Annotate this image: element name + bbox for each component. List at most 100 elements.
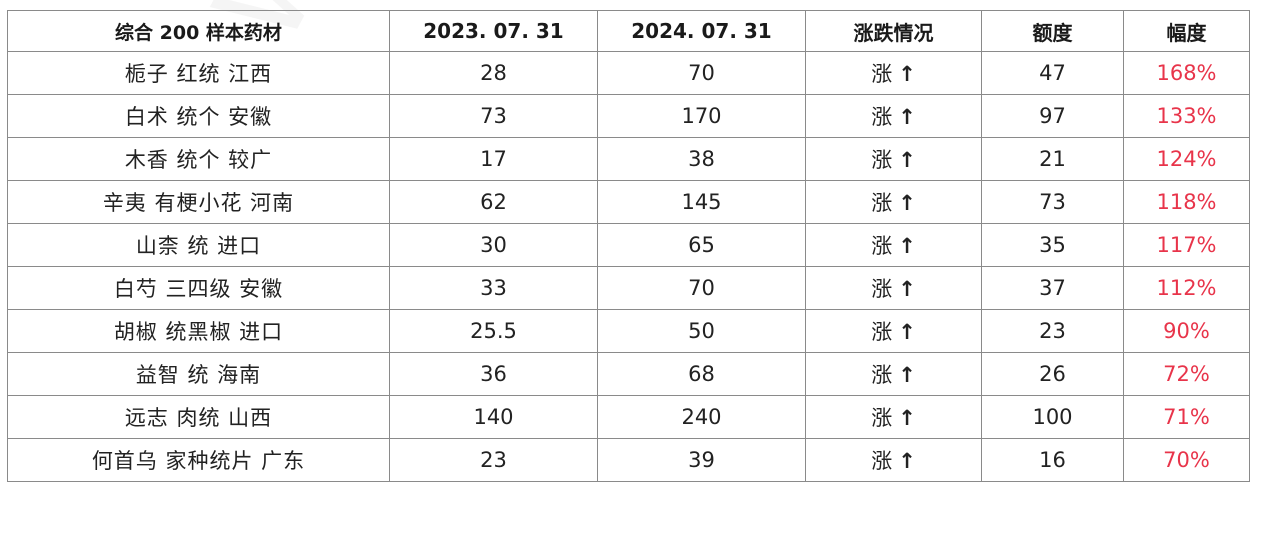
table-body: 栀子 红统 江西 28 70 涨 ↑ 47 168% 白术 统个 安徽 73 170 涨 ↑ 97 133…: [7, 51, 1250, 482]
herb-name-cell: 远志 肉统 山西: [7, 395, 390, 439]
percent-cell: 117%: [1123, 223, 1250, 267]
percent-cell: 133%: [1123, 94, 1250, 138]
arrow-up-icon: ↑: [898, 363, 916, 387]
amount-cell: 37: [981, 266, 1124, 310]
amount-cell: 21: [981, 137, 1124, 181]
price-2023-cell: 62: [389, 180, 598, 224]
header-date-2023: 2023. 07. 31: [389, 10, 598, 52]
trend-cell: 涨 ↑: [805, 51, 982, 95]
herb-name-cell: 白术 统个 安徽: [7, 94, 390, 138]
arrow-up-icon: ↑: [898, 406, 916, 430]
percent-cell: 124%: [1123, 137, 1250, 181]
price-2023-cell: 30: [389, 223, 598, 267]
table-row: 白术 统个 安徽 73 170 涨 ↑ 97 133%: [7, 94, 1250, 138]
trend-cell: 涨 ↑: [805, 309, 982, 353]
amount-cell: 47: [981, 51, 1124, 95]
price-2024-cell: 50: [597, 309, 806, 353]
price-change-table: 综合 200 样本药材 2023. 07. 31 2024. 07. 31 涨跌…: [7, 10, 1250, 482]
trend-label: 涨: [871, 406, 893, 430]
price-2023-cell: 140: [389, 395, 598, 439]
trend-cell: 涨 ↑: [805, 180, 982, 224]
amount-cell: 73: [981, 180, 1124, 224]
arrow-up-icon: ↑: [898, 62, 916, 86]
percent-cell: 71%: [1123, 395, 1250, 439]
herb-name-cell: 何首乌 家种统片 广东: [7, 438, 390, 482]
price-2023-cell: 23: [389, 438, 598, 482]
arrow-up-icon: ↑: [898, 449, 916, 473]
amount-cell: 16: [981, 438, 1124, 482]
price-2024-cell: 39: [597, 438, 806, 482]
price-2023-cell: 33: [389, 266, 598, 310]
percent-cell: 112%: [1123, 266, 1250, 310]
percent-cell: 72%: [1123, 352, 1250, 396]
price-2024-cell: 70: [597, 51, 806, 95]
herb-name-cell: 益智 统 海南: [7, 352, 390, 396]
herb-name-cell: 辛夷 有梗小花 河南: [7, 180, 390, 224]
arrow-up-icon: ↑: [898, 105, 916, 129]
header-sample-herbs: 综合 200 样本药材: [7, 10, 390, 52]
header-trend: 涨跌情况: [805, 10, 982, 52]
herb-name-cell: 栀子 红统 江西: [7, 51, 390, 95]
amount-cell: 35: [981, 223, 1124, 267]
herb-name-cell: 胡椒 统黑椒 进口: [7, 309, 390, 353]
arrow-up-icon: ↑: [898, 234, 916, 258]
price-2024-cell: 240: [597, 395, 806, 439]
amount-cell: 26: [981, 352, 1124, 396]
price-2023-cell: 25.5: [389, 309, 598, 353]
table-row: 胡椒 统黑椒 进口 25.5 50 涨 ↑ 23 90%: [7, 309, 1250, 353]
table-header: 综合 200 样本药材 2023. 07. 31 2024. 07. 31 涨跌…: [7, 10, 1250, 52]
header-date-2024: 2024. 07. 31: [597, 10, 806, 52]
table-row: 益智 统 海南 36 68 涨 ↑ 26 72%: [7, 352, 1250, 396]
arrow-up-icon: ↑: [898, 277, 916, 301]
trend-cell: 涨 ↑: [805, 352, 982, 396]
price-2023-cell: 73: [389, 94, 598, 138]
trend-label: 涨: [871, 277, 893, 301]
trend-cell: 涨 ↑: [805, 395, 982, 439]
trend-label: 涨: [871, 105, 893, 129]
trend-label: 涨: [871, 191, 893, 215]
herb-name-cell: 木香 统个 较广: [7, 137, 390, 181]
table-row: 白芍 三四级 安徽 33 70 涨 ↑ 37 112%: [7, 266, 1250, 310]
percent-cell: 70%: [1123, 438, 1250, 482]
price-table-container: 综合 200 样本药材 2023. 07. 31 2024. 07. 31 涨跌…: [7, 10, 1250, 482]
price-2024-cell: 145: [597, 180, 806, 224]
price-2024-cell: 65: [597, 223, 806, 267]
trend-cell: 涨 ↑: [805, 137, 982, 181]
table-row: 栀子 红统 江西 28 70 涨 ↑ 47 168%: [7, 51, 1250, 95]
percent-cell: 90%: [1123, 309, 1250, 353]
price-2024-cell: 68: [597, 352, 806, 396]
percent-cell: 168%: [1123, 51, 1250, 95]
table-row: 山柰 统 进口 30 65 涨 ↑ 35 117%: [7, 223, 1250, 267]
arrow-up-icon: ↑: [898, 148, 916, 172]
trend-label: 涨: [871, 363, 893, 387]
percent-cell: 118%: [1123, 180, 1250, 224]
table-row: 何首乌 家种统片 广东 23 39 涨 ↑ 16 70%: [7, 438, 1250, 482]
herb-name-cell: 白芍 三四级 安徽: [7, 266, 390, 310]
trend-cell: 涨 ↑: [805, 266, 982, 310]
trend-cell: 涨 ↑: [805, 94, 982, 138]
price-2024-cell: 170: [597, 94, 806, 138]
amount-cell: 97: [981, 94, 1124, 138]
table-row: 木香 统个 较广 17 38 涨 ↑ 21 124%: [7, 137, 1250, 181]
arrow-up-icon: ↑: [898, 191, 916, 215]
trend-cell: 涨 ↑: [805, 223, 982, 267]
trend-label: 涨: [871, 62, 893, 86]
trend-label: 涨: [871, 320, 893, 344]
trend-cell: 涨 ↑: [805, 438, 982, 482]
table-row: 辛夷 有梗小花 河南 62 145 涨 ↑ 73 118%: [7, 180, 1250, 224]
amount-cell: 23: [981, 309, 1124, 353]
price-2024-cell: 38: [597, 137, 806, 181]
price-2024-cell: 70: [597, 266, 806, 310]
trend-label: 涨: [871, 449, 893, 473]
header-row: 综合 200 样本药材 2023. 07. 31 2024. 07. 31 涨跌…: [7, 10, 1250, 52]
table-row: 远志 肉统 山西 140 240 涨 ↑ 100 71%: [7, 395, 1250, 439]
header-amount: 额度: [981, 10, 1124, 52]
amount-cell: 100: [981, 395, 1124, 439]
trend-label: 涨: [871, 148, 893, 172]
header-percent: 幅度: [1123, 10, 1250, 52]
arrow-up-icon: ↑: [898, 320, 916, 344]
trend-label: 涨: [871, 234, 893, 258]
price-2023-cell: 17: [389, 137, 598, 181]
price-2023-cell: 36: [389, 352, 598, 396]
herb-name-cell: 山柰 统 进口: [7, 223, 390, 267]
